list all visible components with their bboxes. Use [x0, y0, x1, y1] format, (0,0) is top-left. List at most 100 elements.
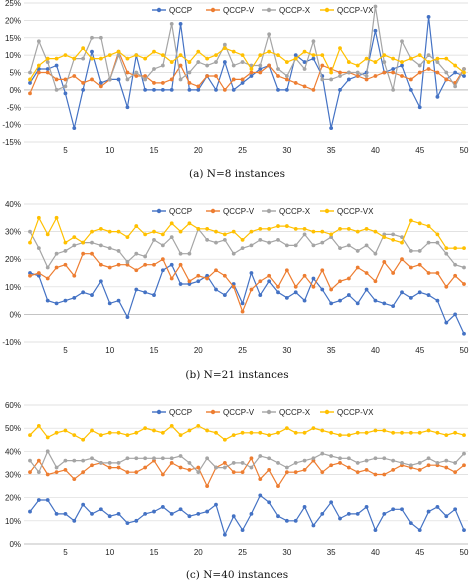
legend-label-qccp: QCCP	[169, 207, 192, 216]
legend-label-qccp-x: QCCP-X	[279, 408, 311, 417]
data-point-qccp-vx	[125, 56, 130, 61]
data-point-qccp-x	[214, 240, 218, 245]
data-point-qccp-vx	[293, 226, 298, 231]
data-point-qccp-x	[54, 87, 59, 92]
data-point-qccp	[355, 301, 360, 306]
legend-label-qccp-vx: QCCP-VX	[337, 408, 374, 417]
data-point-qccp-v	[453, 470, 458, 475]
data-point-qccp-vx	[346, 226, 351, 231]
data-point-qccp	[408, 87, 413, 92]
data-point-qccp-v	[293, 470, 298, 475]
data-point-qccp-vx	[134, 430, 139, 435]
data-point-qccp-v	[267, 273, 272, 278]
data-point-qccp-v	[63, 77, 68, 82]
data-point-qccp-v	[81, 81, 86, 85]
data-point-qccp-vx	[160, 232, 165, 237]
data-point-qccp-x	[160, 456, 165, 461]
data-point-qccp	[214, 287, 218, 292]
data-point-qccp-vx	[178, 53, 183, 58]
data-point-qccp-vx	[435, 430, 440, 435]
data-point-qccp-vx	[373, 60, 378, 64]
data-point-qccp	[338, 87, 342, 92]
data-point-qccp-v	[338, 461, 342, 465]
legend-marker-qccp	[156, 7, 162, 13]
data-point-qccp	[54, 511, 59, 516]
data-point-qccp-vx	[107, 53, 112, 58]
data-point-qccp-vx	[152, 428, 156, 433]
data-point-qccp-vx	[231, 229, 236, 234]
data-point-qccp-v	[426, 463, 431, 468]
data-point-qccp-vx	[462, 70, 466, 75]
data-point-qccp-v	[63, 467, 68, 472]
data-point-qccp-v	[426, 67, 431, 71]
data-point-qccp-v	[391, 70, 396, 75]
series-line-qccp-x	[29, 6, 465, 91]
data-point-qccp-vx	[98, 56, 103, 61]
data-point-qccp-x	[36, 470, 41, 475]
data-point-qccp-x	[417, 461, 422, 465]
x-tick-label: 5	[63, 346, 68, 355]
y-tick-label: 20%	[5, 255, 21, 264]
y-tick-label: 20%	[5, 494, 21, 503]
data-point-qccp	[187, 514, 192, 519]
y-tick-label: -15%	[2, 138, 21, 147]
data-point-qccp-vx	[293, 430, 298, 435]
data-point-qccp-v	[240, 309, 245, 314]
data-point-qccp	[302, 505, 307, 509]
x-tick-label: 20	[194, 346, 203, 355]
data-point-qccp-x	[329, 454, 334, 458]
data-point-qccp	[63, 511, 68, 516]
data-point-qccp-vx	[187, 221, 192, 226]
data-point-qccp-x	[382, 60, 387, 64]
data-point-qccp-v	[90, 251, 94, 256]
data-point-qccp-vx	[400, 240, 404, 245]
x-tick-label: 40	[371, 146, 380, 155]
data-point-qccp	[98, 507, 103, 512]
data-point-qccp-v	[462, 282, 466, 286]
data-point-qccp-x	[231, 251, 236, 256]
x-tick-label: 15	[150, 346, 159, 355]
data-point-qccp	[178, 507, 183, 512]
data-point-qccp	[125, 315, 130, 320]
data-point-qccp-vx	[329, 70, 334, 75]
data-point-qccp-x	[249, 465, 254, 470]
data-point-qccp-v	[284, 268, 289, 273]
data-point-qccp-v	[231, 470, 236, 475]
data-point-qccp	[267, 500, 272, 505]
data-point-qccp	[329, 126, 334, 130]
data-point-qccp-x	[346, 70, 351, 75]
data-point-qccp-x	[408, 249, 413, 253]
data-point-qccp-v	[329, 287, 334, 292]
data-point-qccp-vx	[258, 226, 263, 231]
data-point-qccp-v	[249, 70, 254, 75]
data-point-qccp-x	[222, 237, 227, 242]
data-point-qccp-x	[338, 456, 342, 461]
data-point-qccp-x	[320, 240, 325, 245]
data-point-qccp-x	[152, 67, 156, 71]
data-point-qccp-x	[90, 456, 94, 461]
data-point-qccp-x	[98, 461, 103, 465]
caption-b: (b) N=21 instances	[185, 369, 288, 381]
data-point-qccp	[267, 279, 272, 284]
x-tick-label: 20	[194, 548, 203, 557]
data-point-qccp-v	[293, 81, 298, 85]
data-point-qccp-x	[267, 240, 272, 245]
data-point-qccp-v	[355, 470, 360, 475]
x-tick-label: 35	[327, 548, 336, 557]
data-point-qccp	[45, 298, 50, 303]
data-point-qccp	[143, 511, 148, 516]
data-point-qccp-v	[178, 63, 183, 68]
data-point-qccp	[169, 262, 174, 267]
data-point-qccp-vx	[54, 56, 59, 61]
data-point-qccp-x	[116, 461, 121, 465]
data-point-qccp-v	[143, 74, 148, 78]
data-point-qccp	[462, 74, 466, 78]
legend-label-qccp-vx: QCCP-VX	[337, 6, 374, 15]
data-point-qccp-vx	[346, 433, 351, 438]
legend-marker-qccp-v	[210, 409, 216, 415]
data-point-qccp-vx	[90, 56, 94, 61]
data-point-qccp	[72, 126, 77, 130]
data-point-qccp-vx	[302, 49, 307, 54]
data-point-qccp-v	[391, 271, 396, 275]
data-point-qccp-v	[462, 463, 466, 468]
